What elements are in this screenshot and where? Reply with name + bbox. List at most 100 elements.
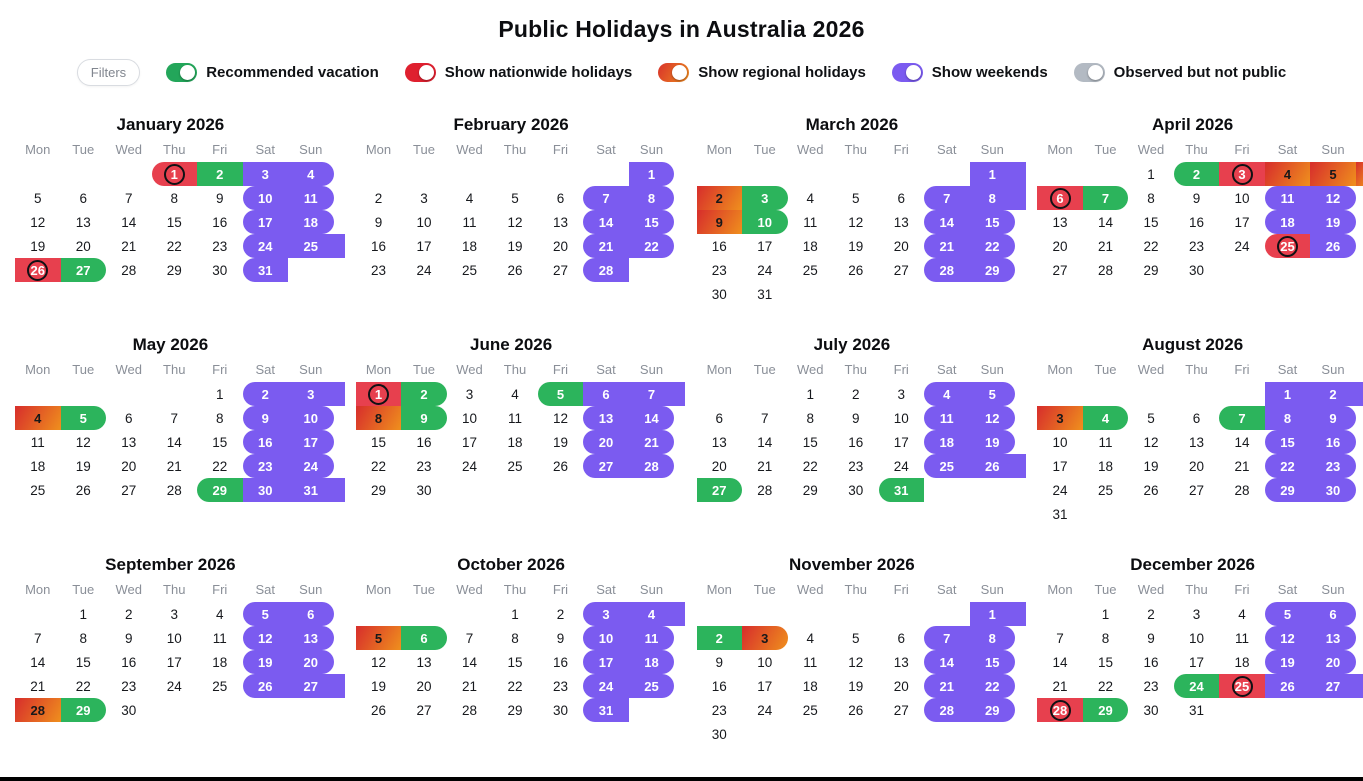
empty-cell — [742, 722, 788, 746]
day-cell: 7 — [170, 410, 178, 426]
weekend-day: 1 — [969, 162, 1026, 186]
nationwide-day[interactable]: 28 — [1037, 698, 1083, 722]
regional-day[interactable]: 5 — [1310, 162, 1363, 186]
day-cell: 26 — [75, 482, 91, 498]
nationwide-day[interactable]: 26 — [15, 258, 61, 282]
day-cell: 16 — [416, 434, 432, 450]
weekend-day: 13 — [583, 406, 629, 430]
weekday-label: Thu — [1185, 362, 1208, 377]
day-cell: 20 — [121, 458, 137, 474]
regional-day[interactable]: 5 — [355, 626, 402, 650]
public-holiday-circle: 26 — [27, 259, 49, 281]
nationwide-day[interactable]: 1 — [355, 382, 402, 406]
month-title: July 2026 — [813, 335, 891, 354]
empty-cell — [243, 698, 289, 722]
regional-day[interactable]: 9 — [696, 210, 742, 234]
regional-day[interactable]: 28 — [15, 698, 61, 722]
day-cell: 28 — [757, 482, 773, 498]
day-cell: 13 — [552, 214, 569, 230]
weekend-day: 12 — [969, 406, 1015, 430]
empty-cell — [1083, 382, 1129, 406]
weekend-day: 30 — [1310, 478, 1356, 502]
weekend-day: 19 — [1264, 650, 1311, 674]
empty-cell — [1310, 258, 1356, 282]
day-cell: 29 — [370, 482, 387, 498]
day-cell: 5 — [511, 190, 519, 206]
weekend-day: 14 — [583, 210, 629, 234]
weekday-label: Wed — [456, 582, 483, 597]
weekend-day: 12 — [242, 626, 288, 650]
weekday-label: Wed — [1137, 362, 1165, 377]
day-cell: 8 — [79, 630, 87, 646]
day-cell: 16 — [1143, 654, 1159, 670]
weekday-label: Tue — [413, 362, 435, 377]
day-cell: 24 — [416, 262, 432, 278]
weekday-label: Fri — [1234, 362, 1250, 377]
empty-cell — [538, 478, 584, 502]
weekday-label: Fri — [212, 142, 228, 157]
weekend-day: 25 — [628, 674, 675, 698]
weekend-day: 28 — [924, 258, 970, 282]
weekend-day: 5 — [242, 602, 288, 626]
empty-cell — [1037, 162, 1083, 186]
weekday-label: Sat — [596, 582, 616, 597]
day-cell: 4 — [806, 190, 814, 206]
weekend-day: 24 — [288, 454, 334, 478]
weekend-day: 17 — [288, 430, 334, 454]
weekday-label: Thu — [844, 362, 867, 377]
day-cell: 10 — [461, 410, 478, 426]
day-cell: 21 — [1097, 238, 1114, 254]
day-cell: 23 — [552, 678, 569, 694]
regional-day[interactable]: 4 — [1264, 162, 1311, 186]
weekday-label: Thu — [163, 142, 186, 157]
empty-cell — [401, 602, 447, 626]
weekday-label: Sat — [1277, 362, 1298, 377]
empty-cell — [742, 162, 788, 186]
day-cell: 29 — [507, 702, 523, 718]
day-cell: 3 — [420, 190, 428, 206]
vacation-day: 10 — [742, 210, 788, 234]
day-cell: 25 — [30, 482, 46, 498]
day-cell: 9 — [715, 654, 723, 670]
toggle-recommended-vacation[interactable] — [166, 62, 198, 82]
nationwide-day[interactable]: 1 — [151, 162, 197, 186]
toggle-regional-holidays[interactable] — [658, 62, 690, 82]
weekend-day: 16 — [1310, 430, 1356, 454]
nationwide-day[interactable]: 6 — [1037, 186, 1083, 210]
regional-day[interactable]: 8 — [355, 406, 402, 430]
day-cell: 30 — [848, 482, 864, 498]
regional-day[interactable]: 2 — [696, 186, 742, 210]
toggle-observed[interactable] — [1073, 62, 1105, 82]
day-cell: 13 — [75, 214, 91, 230]
day-cell: 24 — [1234, 238, 1250, 254]
day-cell: 25 — [461, 262, 478, 278]
nationwide-day[interactable]: 25 — [1264, 234, 1311, 258]
regional-day[interactable]: 3 — [742, 626, 788, 650]
weekday-label: Thu — [503, 362, 527, 377]
weekday-label: Sun — [980, 142, 1004, 157]
day-cell: 6 — [897, 190, 905, 206]
empty-cell — [697, 162, 743, 186]
filters-button[interactable]: Filters — [76, 58, 141, 86]
nationwide-day[interactable]: 25 — [1219, 674, 1265, 698]
day-cell: 14 — [121, 214, 137, 230]
empty-cell — [1265, 258, 1311, 282]
weekday-label: Mon — [25, 582, 51, 597]
regional-day[interactable]: 3 — [1037, 406, 1083, 430]
day-cell: 12 — [30, 214, 46, 230]
day-cell: 12 — [552, 410, 569, 426]
weekend-day: 10 — [288, 406, 334, 430]
empty-cell — [1219, 698, 1265, 722]
weekend-day: 18 — [628, 650, 675, 674]
empty-cell — [924, 602, 970, 626]
day-cell: 29 — [1143, 262, 1159, 278]
toggle-weekends[interactable] — [891, 62, 923, 82]
empty-cell — [1219, 502, 1265, 526]
toggle-nationwide-holidays[interactable] — [404, 62, 436, 82]
day-cell: 28 — [166, 482, 182, 498]
nationwide-day[interactable]: 3 — [1219, 162, 1265, 186]
regional-day[interactable]: 4 — [15, 406, 61, 430]
weekend-day: 22 — [969, 674, 1015, 698]
weekend-day: 28 — [583, 258, 629, 282]
weekday-label: Thu — [1185, 582, 1208, 597]
